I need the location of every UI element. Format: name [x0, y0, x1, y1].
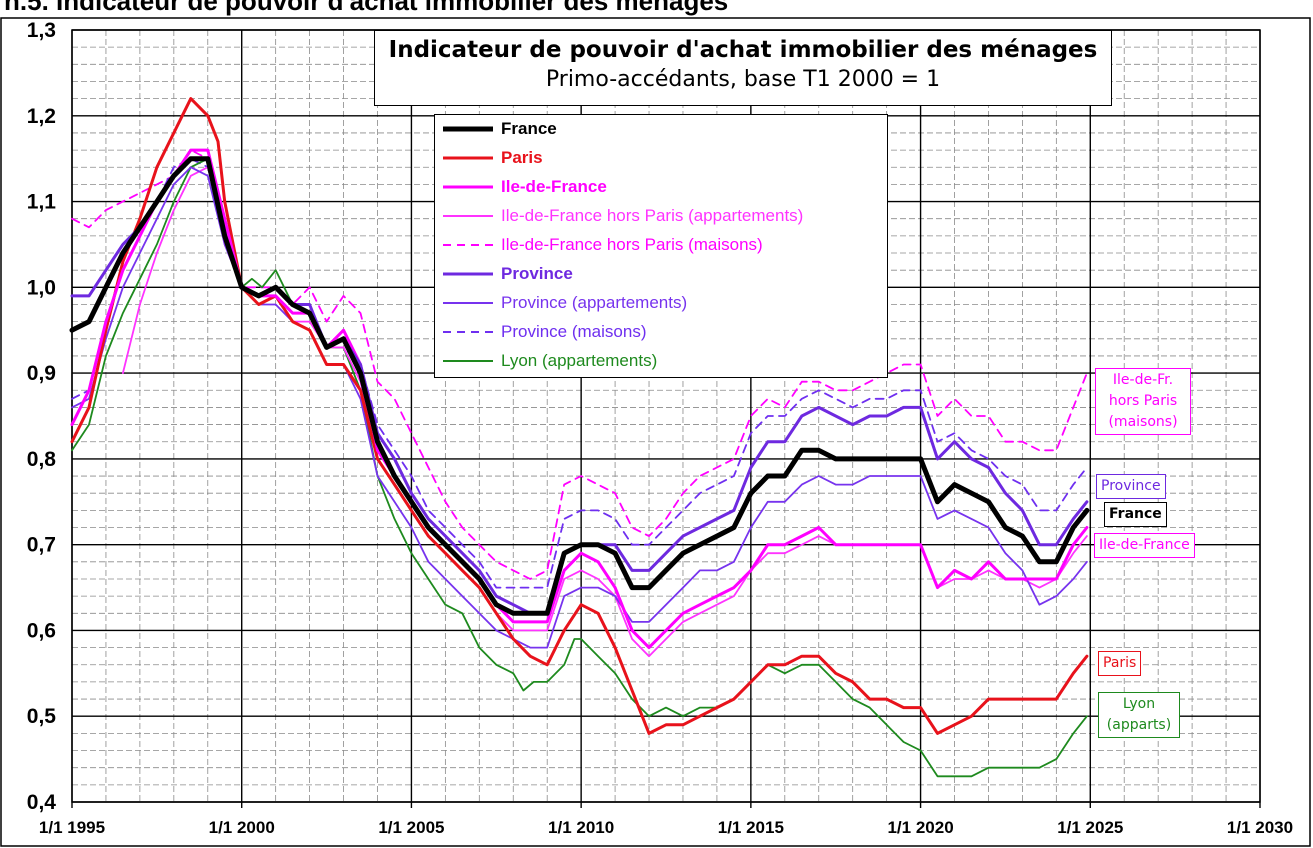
legend-item: France — [441, 116, 557, 142]
chart-outer-frame — [0, 17, 1311, 847]
series-line-lyon-appartements — [71, 157, 1088, 778]
series-line-ile-de-france-hors-paris-maisons — [71, 149, 1088, 580]
legend-swatch — [443, 272, 493, 276]
legend-swatch — [443, 302, 493, 304]
y-tick-label: 0,5 — [27, 705, 57, 728]
end-label-idf-maisons-line3: (maisons) — [1108, 414, 1178, 430]
legend: France Paris Ile-de-France Ile-de-France ho… — [434, 114, 888, 378]
legend-swatch — [443, 331, 493, 333]
end-label-lyon: Lyon (apparts) — [1098, 692, 1180, 738]
end-label-lyon-line2: (apparts) — [1106, 717, 1172, 733]
series-layer — [69, 97, 1090, 778]
legend-label: Province — [501, 264, 573, 283]
legend-item: Ile-de-France — [441, 174, 607, 200]
page-top-title: n.5. Indicateur de pouvoir d'achat immob… — [4, 0, 729, 16]
legend-item: Province (appartements) — [441, 290, 687, 316]
legend-label: Province (appartements) — [501, 293, 688, 312]
end-label-lyon-line1: Lyon — [1122, 696, 1156, 712]
y-tick-label: 1,3 — [27, 19, 56, 42]
x-tick-label: 1/1 2030 — [1227, 818, 1293, 837]
legend-label: Ile-de-France — [501, 177, 607, 196]
chart-subtitle: Primo-accédants, base T1 2000 = 1 — [545, 67, 941, 92]
x-tick-label: 1/1 1995 — [39, 818, 105, 837]
series-line-paris — [70, 97, 1089, 735]
x-tick-label: 1/1 2010 — [548, 818, 614, 837]
x-tick-label: 1/1 2020 — [887, 818, 953, 837]
y-tick-label: 0,6 — [27, 619, 56, 642]
legend-swatch — [443, 215, 493, 217]
legend-swatch — [443, 156, 493, 160]
legend-item: Ile-de-France hors Paris (appartements) — [441, 203, 803, 229]
legend-swatch — [443, 126, 493, 132]
y-tick-label: 0,4 — [27, 791, 57, 814]
legend-item: Province — [441, 261, 573, 287]
y-tick-label: 0,9 — [27, 362, 56, 385]
y-tick-label: 1,0 — [27, 276, 56, 299]
legend-item: Paris — [441, 145, 543, 171]
legend-label: Paris — [501, 148, 543, 167]
y-tick-label: 0,7 — [27, 534, 56, 557]
y-tick-label: 1,1 — [27, 191, 57, 214]
axis-labels: 1/1 1995 1/1 2000 1/1 2005 1/1 2010 1/1 2015… — [27, 19, 1293, 837]
legend-label: Province (maisons) — [501, 322, 647, 341]
legend-swatch — [443, 244, 493, 246]
y-tick-label: 1,2 — [27, 105, 56, 128]
x-tick-label: 1/1 2015 — [718, 818, 784, 837]
series-line-france — [69, 156, 1090, 616]
end-label-idf: Ile-de-France — [1094, 533, 1195, 558]
legend-item: Lyon (appartements) — [441, 348, 657, 374]
legend-label: Ile-de-France hors Paris (appartements) — [501, 206, 804, 225]
end-label-paris: Paris — [1098, 651, 1142, 676]
end-label-idf-maisons-line2: hors Paris — [1108, 393, 1178, 409]
x-tick-label: 1/1 2005 — [378, 818, 444, 837]
legend-label: Ile-de-France hors Paris (maisons) — [501, 235, 763, 254]
chart-title-box: Indicateur de pouvoir d'achat immobilier… — [374, 30, 1112, 106]
x-tick-label: 1/1 2000 — [209, 818, 275, 837]
x-tick-label: 1/1 2025 — [1057, 818, 1123, 837]
end-label-france: France — [1104, 502, 1167, 527]
legend-label: Lyon (appartements) — [501, 351, 658, 370]
end-label-idf-maisons-line1: Ile-de-Fr. — [1112, 372, 1174, 388]
legend-swatch — [443, 360, 493, 362]
end-label-idf-maisons: Ile-de-Fr. hors Paris (maisons) — [1095, 368, 1191, 435]
end-label-province: Province — [1096, 474, 1166, 499]
legend-item: Province (maisons) — [441, 319, 647, 345]
legend-label: France — [501, 119, 557, 138]
chart-title: Indicateur de pouvoir d'achat immobilier… — [388, 37, 1098, 63]
y-tick-label: 0,8 — [27, 448, 57, 471]
legend-item: Ile-de-France hors Paris (maisons) — [441, 232, 763, 258]
legend-swatch — [443, 185, 493, 189]
